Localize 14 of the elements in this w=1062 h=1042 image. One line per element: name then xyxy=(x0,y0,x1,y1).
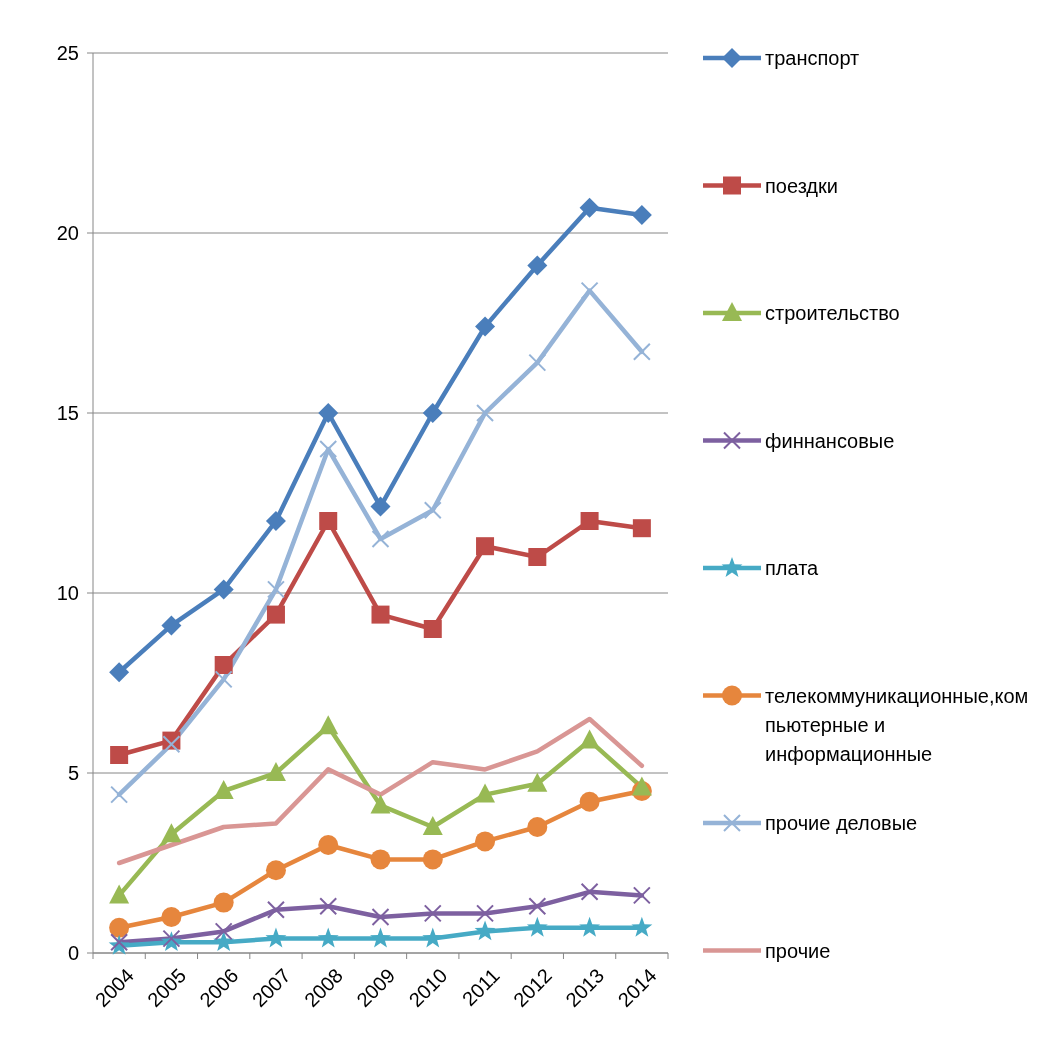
legend-label: транспорт xyxy=(765,47,860,69)
y-tick-label: 5 xyxy=(67,762,79,784)
y-tick-label: 0 xyxy=(67,942,79,964)
legend-label: плата xyxy=(765,557,820,579)
y-tick-label: 10 xyxy=(56,582,79,604)
y-tick-label: 15 xyxy=(56,402,79,424)
legend-label: поездки xyxy=(765,174,838,197)
legend-label: прочие деловые xyxy=(765,812,918,834)
legend-label: финнансовые xyxy=(765,429,895,452)
y-tick-label: 20 xyxy=(56,222,79,244)
legend-label: прочие xyxy=(765,939,831,962)
legend-label: телекоммуникационные,компьютерные и информационные xyxy=(765,684,1029,765)
y-tick-label: 25 xyxy=(56,42,79,64)
legend-label: строительство xyxy=(765,302,900,324)
